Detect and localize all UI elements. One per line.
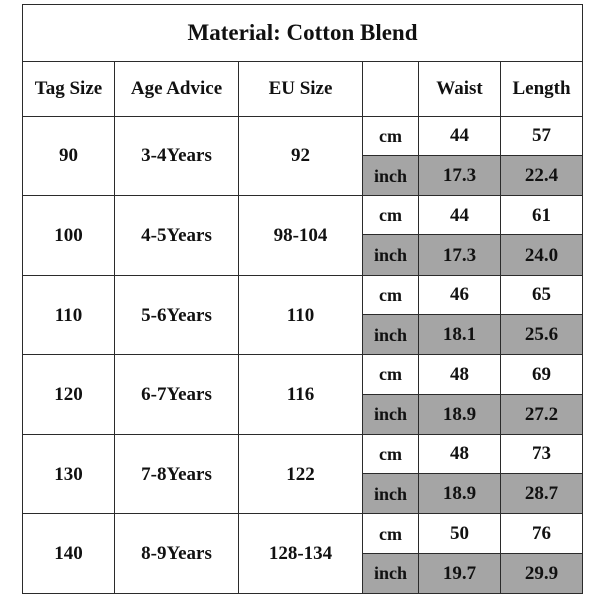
size-row-inch: inch 18.9 27.2 [23, 393, 584, 435]
waist-cm-cell: 44 [418, 115, 501, 156]
size-row-cm: 110 5-6Years 110 cm 46 65 [22, 274, 584, 356]
unit-inch-cell: inch [362, 234, 419, 276]
size-row-cm: 100 4-5Years 98-104 cm 44 61 [22, 195, 584, 276]
unit-inch-cell: inch [362, 473, 419, 515]
waist-cm-cell: 50 [418, 513, 501, 554]
unit-inch-cell: inch [362, 393, 419, 435]
waist-cm-cell: 44 [418, 195, 501, 236]
chart-title: Material: Cotton Blend [21, 4, 584, 62]
unit-cm-cell: cm [362, 195, 419, 236]
length-inch-cell: 22.4 [499, 154, 584, 197]
waist-inch-cell: 18.1 [418, 313, 501, 356]
length-cm-cell: 61 [499, 195, 584, 236]
eu-size-cell: 122 [238, 433, 363, 515]
unit-inch-cell: inch [362, 313, 419, 356]
header-unit [362, 60, 419, 117]
length-cm-cell: 57 [499, 115, 584, 156]
length-inch-cell: 25.6 [499, 313, 584, 356]
age-advice-cell: 7-8Years [114, 433, 239, 515]
header-length: Length [499, 60, 584, 117]
tag-size-cell: 100 [22, 195, 115, 276]
tag-size-cell: 110 [22, 274, 115, 356]
title-row: Material: Cotton Blend [21, 4, 584, 62]
size-row-inch: inch 18.1 25.6 [23, 313, 584, 356]
age-advice-cell: 4-5Years [114, 195, 239, 276]
size-chart-table: Material: Cotton Blend Tag Size Age Advi… [21, 4, 584, 595]
unit-inch-cell: inch [362, 552, 419, 595]
size-row-cm: 90 3-4Years 92 cm 44 57 [22, 115, 584, 197]
size-row-cm: 130 7-8Years 122 cm 48 73 [22, 433, 584, 515]
length-inch-cell: 24.0 [499, 234, 584, 276]
age-advice-cell: 8-9Years [114, 513, 239, 594]
tag-size-cell: 130 [22, 433, 115, 515]
size-row-inch: inch 17.3 22.4 [23, 154, 584, 197]
header-waist: Waist [418, 60, 501, 117]
length-cm-cell: 69 [499, 354, 584, 395]
eu-size-cell: 92 [238, 115, 363, 197]
waist-inch-cell: 19.7 [418, 552, 501, 595]
waist-inch-cell: 18.9 [418, 473, 501, 515]
waist-inch-cell: 17.3 [418, 154, 501, 197]
length-cm-cell: 65 [499, 274, 584, 315]
eu-size-cell: 116 [238, 354, 363, 435]
eu-size-cell: 110 [238, 274, 363, 356]
size-row-cm: 140 8-9Years 128-134 cm 50 76 [22, 513, 584, 594]
unit-cm-cell: cm [362, 513, 419, 554]
unit-cm-cell: cm [362, 115, 419, 156]
unit-inch-cell: inch [362, 154, 419, 197]
unit-cm-cell: cm [362, 433, 419, 475]
unit-cm-cell: cm [362, 274, 419, 315]
header-row: Tag Size Age Advice EU Size Waist Length [22, 60, 584, 117]
tag-size-cell: 90 [22, 115, 115, 197]
waist-inch-cell: 17.3 [418, 234, 501, 276]
length-inch-cell: 27.2 [499, 393, 584, 435]
length-inch-cell: 28.7 [499, 473, 584, 515]
size-row-inch: inch 17.3 24.0 [23, 234, 584, 276]
tag-size-cell: 140 [22, 513, 115, 594]
waist-cm-cell: 46 [418, 274, 501, 315]
age-advice-cell: 6-7Years [114, 354, 239, 435]
eu-size-cell: 98-104 [238, 195, 363, 276]
age-advice-cell: 5-6Years [114, 274, 239, 356]
header-eu-size: EU Size [238, 60, 363, 117]
waist-inch-cell: 18.9 [418, 393, 501, 435]
size-row-inch: inch 19.7 29.9 [23, 552, 584, 595]
length-inch-cell: 29.9 [499, 552, 584, 595]
size-row-inch: inch 18.9 28.7 [23, 473, 584, 515]
eu-size-cell: 128-134 [238, 513, 363, 594]
length-cm-cell: 76 [499, 513, 584, 554]
waist-cm-cell: 48 [418, 433, 501, 475]
header-tag-size: Tag Size [22, 60, 115, 117]
header-age-advice: Age Advice [114, 60, 239, 117]
age-advice-cell: 3-4Years [114, 115, 239, 197]
waist-cm-cell: 48 [418, 354, 501, 395]
size-row-cm: 120 6-7Years 116 cm 48 69 [22, 354, 584, 435]
length-cm-cell: 73 [499, 433, 584, 475]
tag-size-cell: 120 [22, 354, 115, 435]
unit-cm-cell: cm [362, 354, 419, 395]
